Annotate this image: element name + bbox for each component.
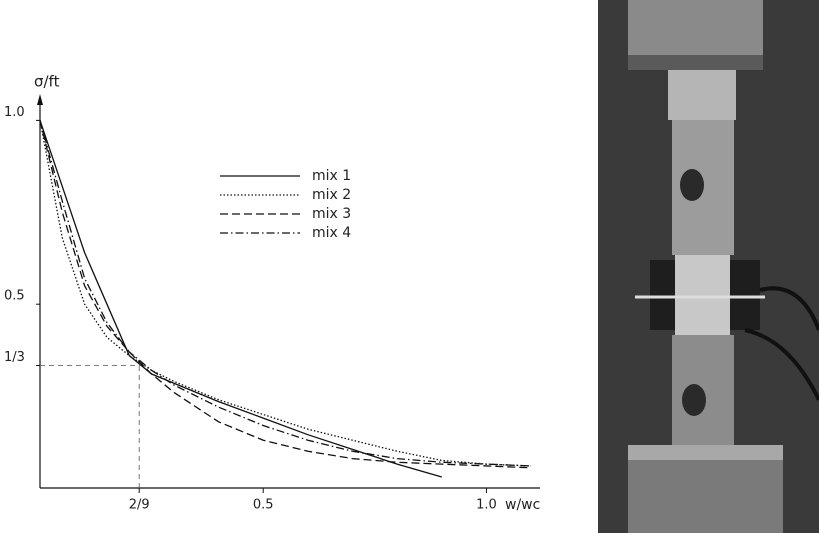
x-tick-label: 0.5	[253, 498, 274, 513]
data-line	[39, 120, 532, 467]
legend-label: mix 2	[312, 187, 351, 203]
legend-label: mix 4	[312, 225, 351, 241]
data-line	[39, 120, 532, 467]
y-axis-label: σ/ft	[34, 73, 60, 91]
y-tick-label: 1.0	[4, 105, 25, 120]
y-axis-arrow	[37, 94, 43, 105]
y-tick-label: 1/3	[4, 350, 25, 365]
y-tick-label: 0.5	[4, 289, 25, 304]
legend-label: mix 1	[312, 168, 351, 184]
x-axis-label: w/wc	[505, 497, 540, 513]
photo	[598, 0, 819, 533]
x-tick-label: 1.0	[476, 498, 497, 513]
data-line	[39, 120, 532, 469]
x-tick-label: 2/9	[129, 498, 150, 513]
legend-label: mix 3	[312, 206, 351, 222]
data-line	[39, 120, 442, 478]
